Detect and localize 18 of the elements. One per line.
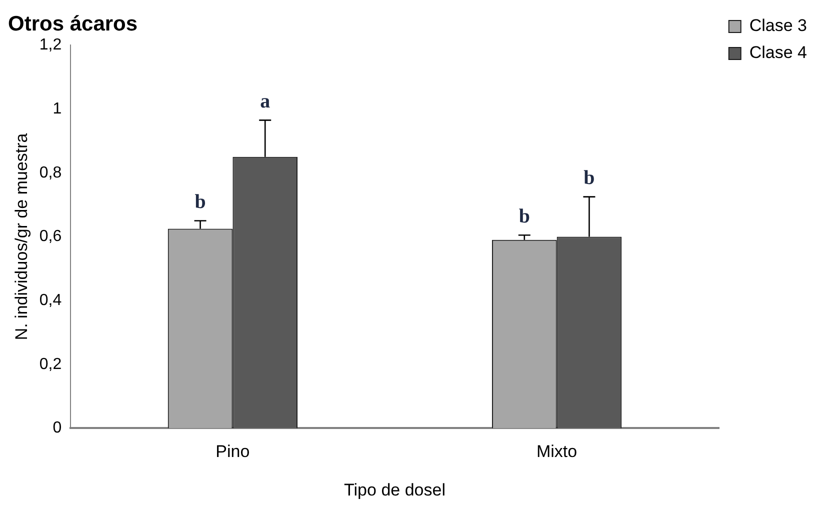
y-tick-label: 0,4 bbox=[39, 292, 62, 309]
annotation: a bbox=[260, 90, 270, 112]
y-tick-label: 0,2 bbox=[39, 356, 62, 373]
x-tick-label: Pino bbox=[216, 442, 250, 462]
y-tick-label: 1 bbox=[52, 100, 62, 118]
annotation: b bbox=[518, 205, 530, 228]
chart-title: Otros ácaros bbox=[8, 12, 138, 36]
y-axis-title: N. individuos/gr de muestra bbox=[12, 132, 31, 340]
y-tick-label: 1,2 bbox=[39, 36, 62, 54]
legend-label: Clase 3 bbox=[749, 16, 807, 36]
x-tick-label: Mixto bbox=[536, 442, 578, 462]
annotation: b bbox=[194, 190, 206, 213]
y-tick-label: 0,8 bbox=[39, 164, 62, 182]
y-tick-label: 0 bbox=[52, 420, 62, 437]
x-axis-title: Tipo de dosel bbox=[344, 480, 446, 500]
y-tick-label: 0,6 bbox=[39, 228, 62, 246]
annotation: b bbox=[584, 166, 595, 189]
legend-label: Clase 4 bbox=[749, 43, 807, 62]
